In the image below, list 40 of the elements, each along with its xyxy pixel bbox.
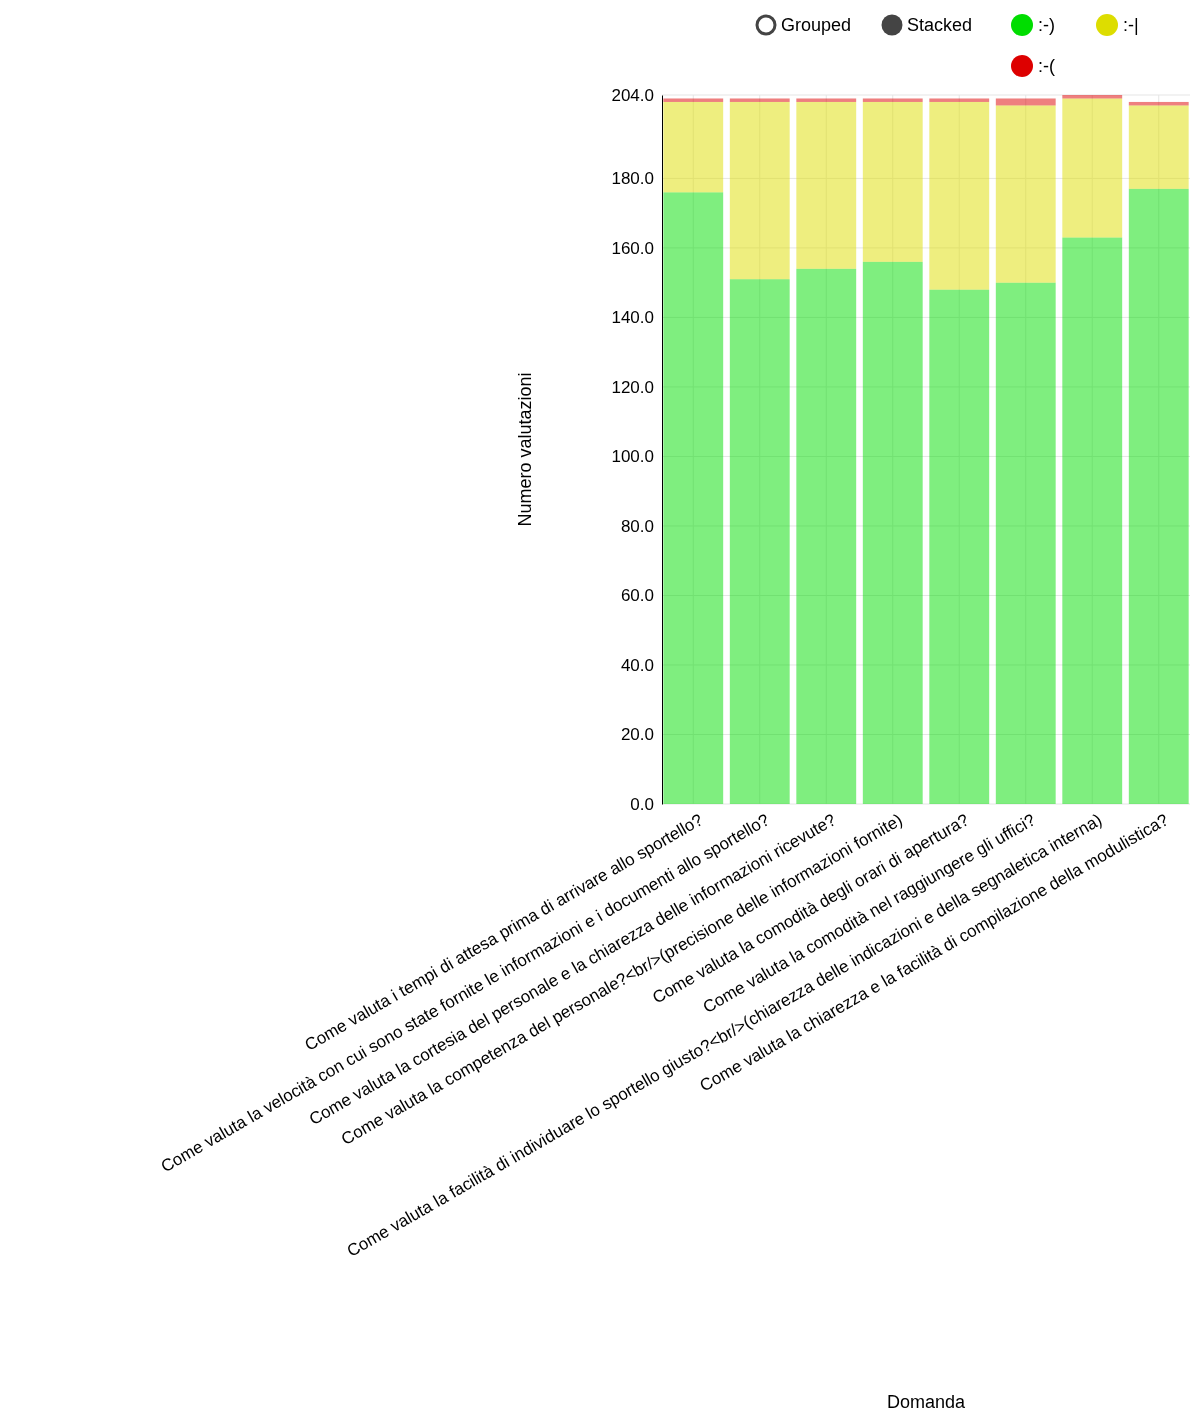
bar: [862, 261, 923, 804]
bar: [862, 101, 923, 262]
bar: [663, 98, 724, 102]
bar: [663, 192, 724, 804]
y-axis-title: Numero valutazioni: [515, 372, 535, 527]
y-tick-label: 120.0: [611, 377, 654, 397]
y-tick-label: 180.0: [611, 169, 654, 189]
text: Domanda: [886, 1392, 967, 1412]
y-tick-label: 20.0: [620, 725, 654, 745]
bar: [995, 105, 1056, 283]
y-tick-label: 60.0: [620, 586, 654, 606]
bar: [1062, 98, 1123, 238]
bar: [663, 101, 724, 193]
legend-label: :-(: [1038, 56, 1055, 76]
y-tick-label: 160.0: [611, 238, 654, 258]
y-tick-label: 204.0: [611, 85, 654, 105]
text: Grouped: [781, 15, 852, 35]
bar: [796, 98, 857, 102]
y-tick-label: 40.0: [620, 655, 654, 675]
y-tick-label: 0.0: [630, 794, 654, 814]
y-tick-label: 80.0: [620, 516, 654, 536]
bar: [729, 279, 790, 804]
bar: [796, 101, 857, 269]
bar: [1128, 105, 1189, 189]
bar: [1062, 237, 1123, 804]
bar: [995, 282, 1056, 804]
bar: [862, 98, 923, 102]
bar: [729, 98, 790, 102]
y-tick-label: 140.0: [611, 308, 654, 328]
legend-label: :-|: [1123, 15, 1139, 35]
legend-label: :-): [1038, 15, 1055, 35]
bar: [1128, 188, 1189, 804]
bar: [929, 101, 990, 290]
bar: [729, 101, 790, 280]
bar: [995, 98, 1056, 106]
y-tick-label: 100.0: [611, 447, 654, 467]
bar: [929, 98, 990, 102]
bar: [796, 268, 857, 804]
bar: [929, 289, 990, 804]
text: Stacked: [907, 15, 973, 35]
